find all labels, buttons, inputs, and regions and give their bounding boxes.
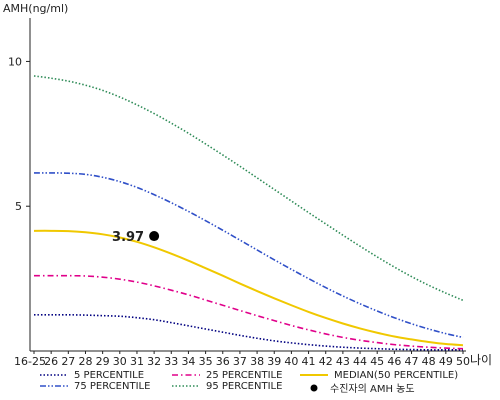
legend: 5 PERCENTILE 25 PERCENTILE MEDIAN(50 PERCE… xyxy=(40,370,458,395)
x-tick-label: 33 xyxy=(164,355,178,368)
x-tick-label: 50 xyxy=(456,355,470,368)
series-lines xyxy=(33,75,464,351)
x-tick-label: 45 xyxy=(370,355,384,368)
x-tick-label: 46 xyxy=(387,355,401,368)
y-ticks: 5 10 xyxy=(8,55,30,213)
x-tick-label: 43 xyxy=(336,355,350,368)
x-tick-label: 49 xyxy=(439,355,453,368)
x-tick-label: 26 xyxy=(44,355,58,368)
x-tick-label: 42 xyxy=(319,355,333,368)
x-tick-label: 30 xyxy=(113,355,127,368)
x-tick-label: 27 xyxy=(61,355,75,368)
x-tick-label: 29 xyxy=(96,355,110,368)
x-tick-label: 37 xyxy=(233,355,247,368)
series-line-95-percentile xyxy=(33,75,464,302)
x-tick-label: 39 xyxy=(267,355,281,368)
x-tick-label: 36 xyxy=(216,355,230,368)
series-line-25-percentile xyxy=(33,274,464,350)
legend-label: MEDIAN(50 PERCENTILE) xyxy=(334,370,458,381)
patient-point xyxy=(149,231,160,242)
x-tick-label: 34 xyxy=(181,355,195,368)
legend-label: 75 PERCENTILE xyxy=(74,381,150,392)
x-tick-label: 48 xyxy=(422,355,436,368)
legend-label: 95 PERCENTILE xyxy=(206,381,282,392)
x-tick-label: 41 xyxy=(302,355,316,368)
y-axis-title: AMH(ng/ml) xyxy=(3,2,68,15)
x-tick-label: 47 xyxy=(405,355,419,368)
x-tick-label: 40 xyxy=(284,355,298,368)
legend-label: 5 PERCENTILE xyxy=(74,370,144,381)
y-tick-label: 10 xyxy=(8,55,22,68)
x-axis-title: 나이 xyxy=(470,353,492,367)
patient-point-label: 3.97 xyxy=(112,230,144,245)
x-tick-label: 35 xyxy=(199,355,213,368)
x-tick-label: 38 xyxy=(250,355,264,368)
y-tick-label: 5 xyxy=(15,200,22,213)
series-line-5-percentile xyxy=(34,313,463,351)
patient-marker: 3.97 xyxy=(112,230,160,245)
legend-point-label: 수진자의 AMH 농도 xyxy=(330,383,415,395)
series-line-75-percentile xyxy=(33,172,464,339)
x-tick-label: 28 xyxy=(78,355,92,368)
x-tick-label: 16-25 xyxy=(14,355,46,368)
x-tick-label: 31 xyxy=(130,355,144,368)
series-line-median-50-percentile xyxy=(33,229,464,347)
legend-point-swatch xyxy=(310,384,318,392)
legend-label: 25 PERCENTILE xyxy=(206,370,282,381)
x-tick-label: 44 xyxy=(353,355,367,368)
x-tick-label: 32 xyxy=(147,355,161,368)
